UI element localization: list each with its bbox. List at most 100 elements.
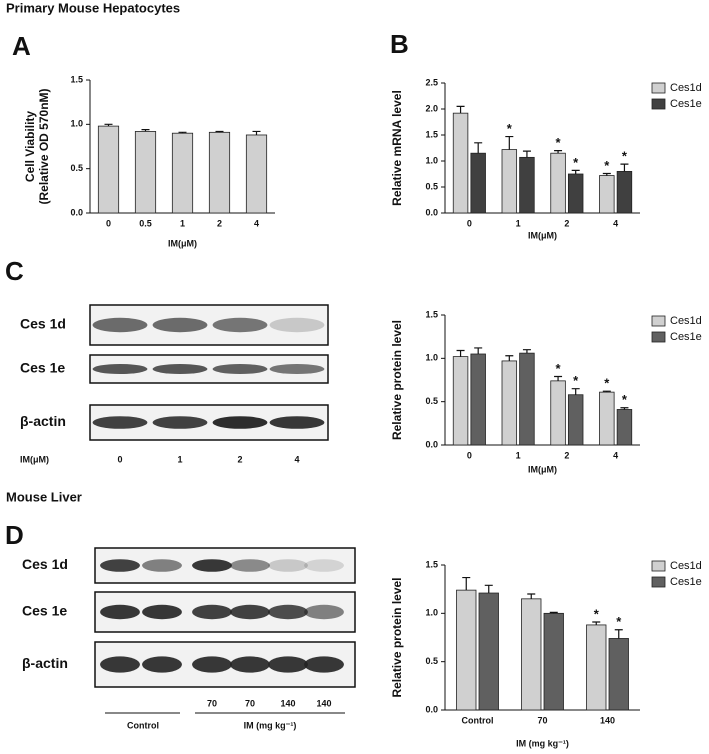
panel-letter: D [5,520,24,550]
blot-band [152,416,208,429]
bar [245,134,268,214]
blot-row-label: Ces 1e [22,603,67,619]
blot-row-label: β-actin [22,655,68,671]
legend-swatch [651,98,666,110]
blot-band [92,363,148,375]
legend-label: Ces1e [670,331,702,343]
significance-mark: * [573,373,579,388]
bar [478,592,499,711]
bar [501,360,518,446]
blot-row-label: Ces 1e [20,360,65,376]
y-tick-label: 1.5 [425,559,438,569]
x-tick-label: 70 [537,715,547,725]
bar [616,170,633,214]
blot-row-label: β-actin [20,413,66,429]
blot-lane-label: 2 [237,454,242,464]
blot-band [100,604,140,620]
blot-band [230,656,270,673]
y-tick-label: 0.5 [70,163,83,173]
blot-row-label: Ces 1d [22,556,68,572]
y-tick-label: 0.0 [425,704,438,714]
bar [616,409,633,446]
bar [599,391,615,446]
blot-band [230,604,270,620]
error-bar [104,123,113,127]
y-tick-label: 0.5 [425,396,438,406]
error-bar [252,130,261,135]
error-bar [571,169,580,174]
error-bar [614,629,623,639]
error-bar [571,388,580,395]
legend-label: Ces1e [670,576,702,588]
error-bar [620,407,629,410]
x-tick-label: 1 [180,218,185,228]
section-title: Primary Mouse Hepatocytes [6,0,180,15]
y-axis-label: Relative protein level [390,577,404,697]
legend-label: Ces1d [670,560,702,572]
significance-mark: * [622,392,628,407]
y-tick-label: 0.5 [425,656,438,666]
error-bar [178,131,187,134]
group-label: IM (mg kg⁻¹) [244,720,297,730]
bar [586,624,607,711]
blot-band [212,363,268,375]
blot-lane-label: 140 [280,698,295,708]
bar [519,156,535,214]
y-tick-label: 0.5 [425,181,438,191]
y-tick-label: 1.0 [425,608,438,618]
section-title: Mouse Liver [6,489,82,504]
blot-band [268,604,308,620]
legend-swatch [651,82,666,94]
blot-band [269,363,325,375]
legend-swatch [651,576,666,588]
blot-lane-label: 70 [245,698,255,708]
blot-band [230,559,270,572]
y-tick-label: 1.5 [70,74,83,84]
y-axis-label: Relative mRNA level [390,90,404,206]
y-tick-label: 2.0 [425,103,438,113]
blot-lane-label: 140 [316,698,331,708]
blot-lane-label: 0 [117,454,122,464]
blot-band [152,363,208,375]
blot-band [304,604,344,620]
y-tick-label: 2.5 [425,77,438,87]
x-tick-label: 1 [516,450,521,460]
legend-label: Ces1e [670,98,702,110]
error-bar [215,130,224,133]
blot-band [192,656,232,673]
bar [456,589,477,711]
error-bar [474,142,483,154]
x-tick-label: 140 [600,715,615,725]
significance-mark: * [556,361,562,376]
bar [470,353,486,446]
x-tick-label: 0.5 [139,218,152,228]
legend-swatch [651,331,666,343]
legend-swatch [651,315,666,327]
bar [501,149,518,214]
significance-mark: * [594,606,600,621]
bar [134,131,157,214]
x-tick-label: 0 [467,450,472,460]
blot-band [304,656,344,673]
y-tick-label: 1.0 [70,119,83,129]
x-axis-label: IM(μM) [168,238,197,248]
error-bar [554,375,563,381]
error-bar [505,355,514,361]
error-bar [522,349,531,354]
error-bar [462,576,471,591]
bar [550,380,566,446]
blot-band [192,604,232,620]
y-tick-label: 1.5 [425,129,438,139]
significance-mark: * [622,149,628,164]
error-bar [602,390,611,393]
y-tick-label: 1.0 [425,353,438,363]
x-tick-label: 2 [564,218,569,228]
blot-lane-label: 4 [294,454,299,464]
y-axis-label: (Relative OD 570nM) [37,88,51,204]
legend-label: Ces1d [670,82,702,94]
blot-band [268,656,308,673]
blot-band [304,559,344,572]
bar [608,638,629,711]
bar [567,173,584,214]
